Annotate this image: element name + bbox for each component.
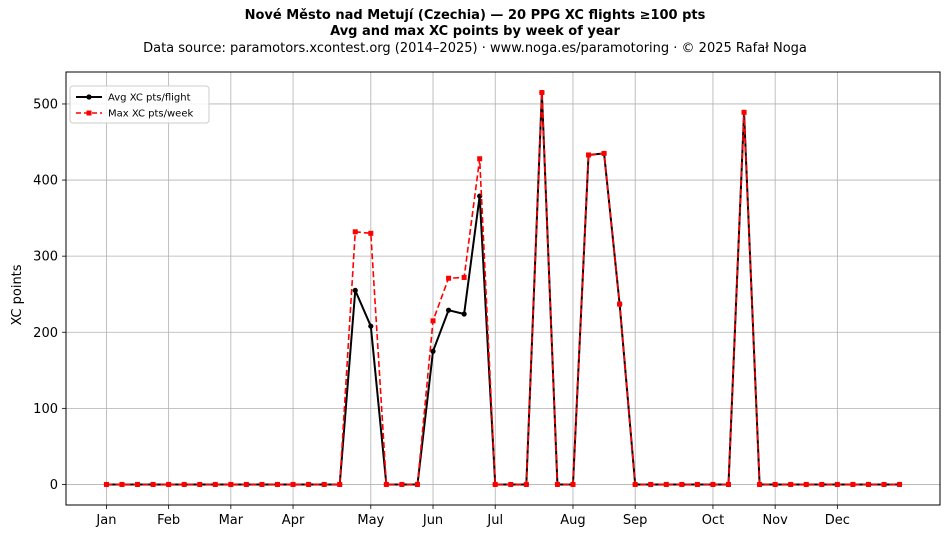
- legend: Avg XC pts/flight Max XC pts/week: [69, 85, 210, 124]
- plot-frame: [65, 71, 941, 506]
- data-point: [275, 481, 281, 487]
- data-point: [617, 301, 623, 307]
- y-tick-label: 100: [33, 402, 58, 417]
- x-tick-label: Aug: [560, 513, 585, 528]
- data-point: [897, 481, 903, 487]
- data-point: [539, 90, 545, 96]
- y-tick-label: 0: [50, 478, 58, 493]
- chart-titles: Nové Město nad Metují (Czechia) — 20 PPG…: [0, 8, 950, 57]
- data-point: [523, 481, 529, 487]
- data-point: [430, 348, 436, 354]
- data-point: [803, 481, 809, 487]
- data-point: [741, 109, 747, 115]
- data-point: [648, 481, 654, 487]
- x-tick-label: Jan: [95, 513, 116, 528]
- data-point: [259, 481, 265, 487]
- data-point: [352, 229, 358, 235]
- data-point: [694, 481, 700, 487]
- data-point: [772, 481, 778, 487]
- data-point: [492, 481, 498, 487]
- data-point: [834, 481, 840, 487]
- legend-label: Max XC pts/week: [108, 109, 193, 120]
- data-point: [228, 481, 234, 487]
- data-point: [446, 275, 452, 281]
- data-point: [352, 287, 358, 294]
- grid: [66, 72, 940, 505]
- data-point: [414, 481, 420, 487]
- chart-title: Nové Město nad Metují (Czechia) — 20 PPG…: [244, 8, 706, 23]
- data-point: [477, 156, 483, 162]
- x-tick-label: Jul: [486, 513, 503, 528]
- x-tick-label: Feb: [157, 513, 180, 528]
- axes: Jan Feb Mar Apr May Jun Jul Aug Sep Oct Nov Dec 0 100…: [33, 97, 850, 528]
- x-tick-label: May: [357, 513, 384, 528]
- series-line: [106, 91, 900, 486]
- data-point: [181, 481, 187, 487]
- data-point: [243, 481, 249, 487]
- data-point: [788, 481, 794, 487]
- legend-box: [69, 85, 210, 124]
- data-point: [306, 481, 312, 487]
- data-point: [430, 318, 436, 324]
- data-point: [601, 150, 607, 156]
- data-point: [135, 481, 141, 487]
- data-point: [197, 481, 203, 487]
- data-point: [850, 481, 856, 487]
- data-point: [461, 274, 467, 280]
- data-point: [383, 481, 389, 487]
- data-point: [570, 481, 576, 487]
- data-point: [757, 481, 763, 487]
- series-layer: [103, 89, 903, 488]
- x-tick-label: Dec: [825, 513, 850, 528]
- series-line: [106, 91, 900, 486]
- data-point: [663, 481, 669, 487]
- data-point: [586, 152, 592, 158]
- chart-subtitle: Avg and max XC points by week of year: [330, 24, 620, 39]
- y-tick-label: 300: [33, 250, 58, 265]
- data-point: [119, 481, 125, 487]
- legend-marker: [86, 110, 92, 116]
- x-tick-label: Apr: [282, 513, 305, 528]
- legend-marker: [86, 94, 92, 100]
- data-point: [368, 323, 374, 329]
- x-tick-label: Jun: [422, 513, 443, 528]
- x-tick-label: Mar: [219, 513, 244, 528]
- y-tick-label: 200: [33, 326, 58, 341]
- data-point: [508, 481, 514, 487]
- data-source-note: Data source: paramotors.xcontest.org (20…: [143, 41, 807, 56]
- y-tick-label: 500: [33, 97, 58, 112]
- x-tick-label: Sep: [623, 513, 648, 528]
- data-point: [290, 481, 296, 487]
- data-point: [632, 481, 638, 487]
- x-tick-label: Nov: [762, 513, 788, 528]
- data-point: [725, 481, 731, 487]
- data-point: [461, 311, 467, 317]
- data-point: [212, 481, 218, 487]
- data-point: [368, 230, 374, 236]
- legend-label: Avg XC pts/flight: [108, 93, 191, 104]
- data-point: [103, 481, 109, 487]
- data-point: [337, 481, 343, 487]
- data-point: [710, 481, 716, 487]
- data-point: [819, 481, 825, 487]
- data-point: [554, 481, 560, 487]
- data-point: [679, 481, 685, 487]
- data-point: [150, 481, 156, 487]
- data-point: [881, 481, 887, 487]
- data-point: [321, 481, 327, 487]
- x-tick-label: Oct: [702, 513, 724, 528]
- data-point: [445, 307, 452, 313]
- y-axis-label: XC points: [10, 264, 25, 325]
- data-point: [399, 481, 405, 487]
- data-point: [865, 481, 871, 487]
- y-tick-label: 400: [33, 174, 58, 189]
- data-point: [166, 481, 172, 487]
